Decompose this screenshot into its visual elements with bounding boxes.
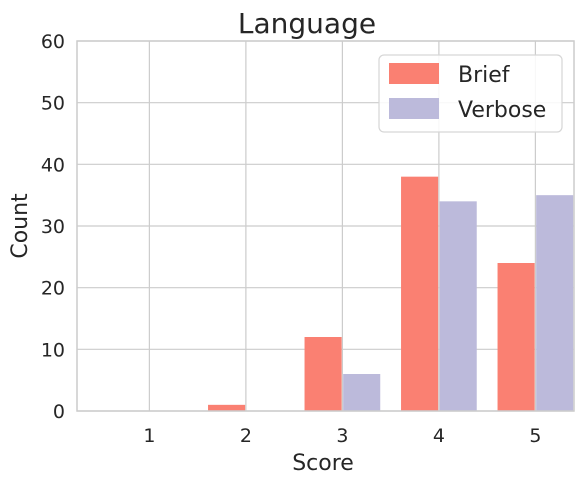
y-tick-label: 10 (41, 339, 65, 361)
legend: Brief Verbose (378, 54, 563, 133)
plot-frame (76, 40, 575, 412)
bar-verbose-score-5 (536, 195, 574, 411)
bar-brief-score-5 (497, 263, 535, 411)
y-tick-label: 60 (41, 31, 65, 53)
legend-swatch-verbose (389, 98, 439, 119)
legend-swatch-brief (389, 63, 439, 84)
bar-verbose-score-4 (439, 201, 477, 411)
y-tick-label: 50 (41, 93, 65, 115)
x-tick-label: 3 (336, 425, 348, 447)
y-axis-label: Count (8, 193, 33, 259)
legend-label-brief: Brief (458, 63, 511, 88)
bar-brief-score-2 (208, 404, 246, 411)
y-tick-label: 30 (41, 216, 65, 238)
y-tick-label: 0 (53, 401, 65, 423)
y-tick-label: 40 (41, 154, 65, 176)
x-tick-labels: 1 2 3 4 5 (143, 425, 541, 447)
x-tick-label: 5 (529, 425, 541, 447)
legend-label-verbose: Verbose (458, 98, 546, 123)
x-axis-label: Score (292, 451, 354, 476)
x-tick-label: 4 (433, 425, 445, 447)
chart-title: Language (238, 7, 376, 40)
bar-verbose-score-3 (343, 374, 381, 411)
y-tick-labels: 0 10 20 30 40 50 60 (41, 31, 65, 423)
bars (208, 176, 574, 411)
bar-brief-score-3 (304, 337, 342, 411)
bar-brief-score-4 (401, 176, 439, 411)
x-tick-label: 2 (240, 425, 252, 447)
x-tick-label: 1 (143, 425, 155, 447)
y-tick-label: 20 (41, 278, 65, 300)
